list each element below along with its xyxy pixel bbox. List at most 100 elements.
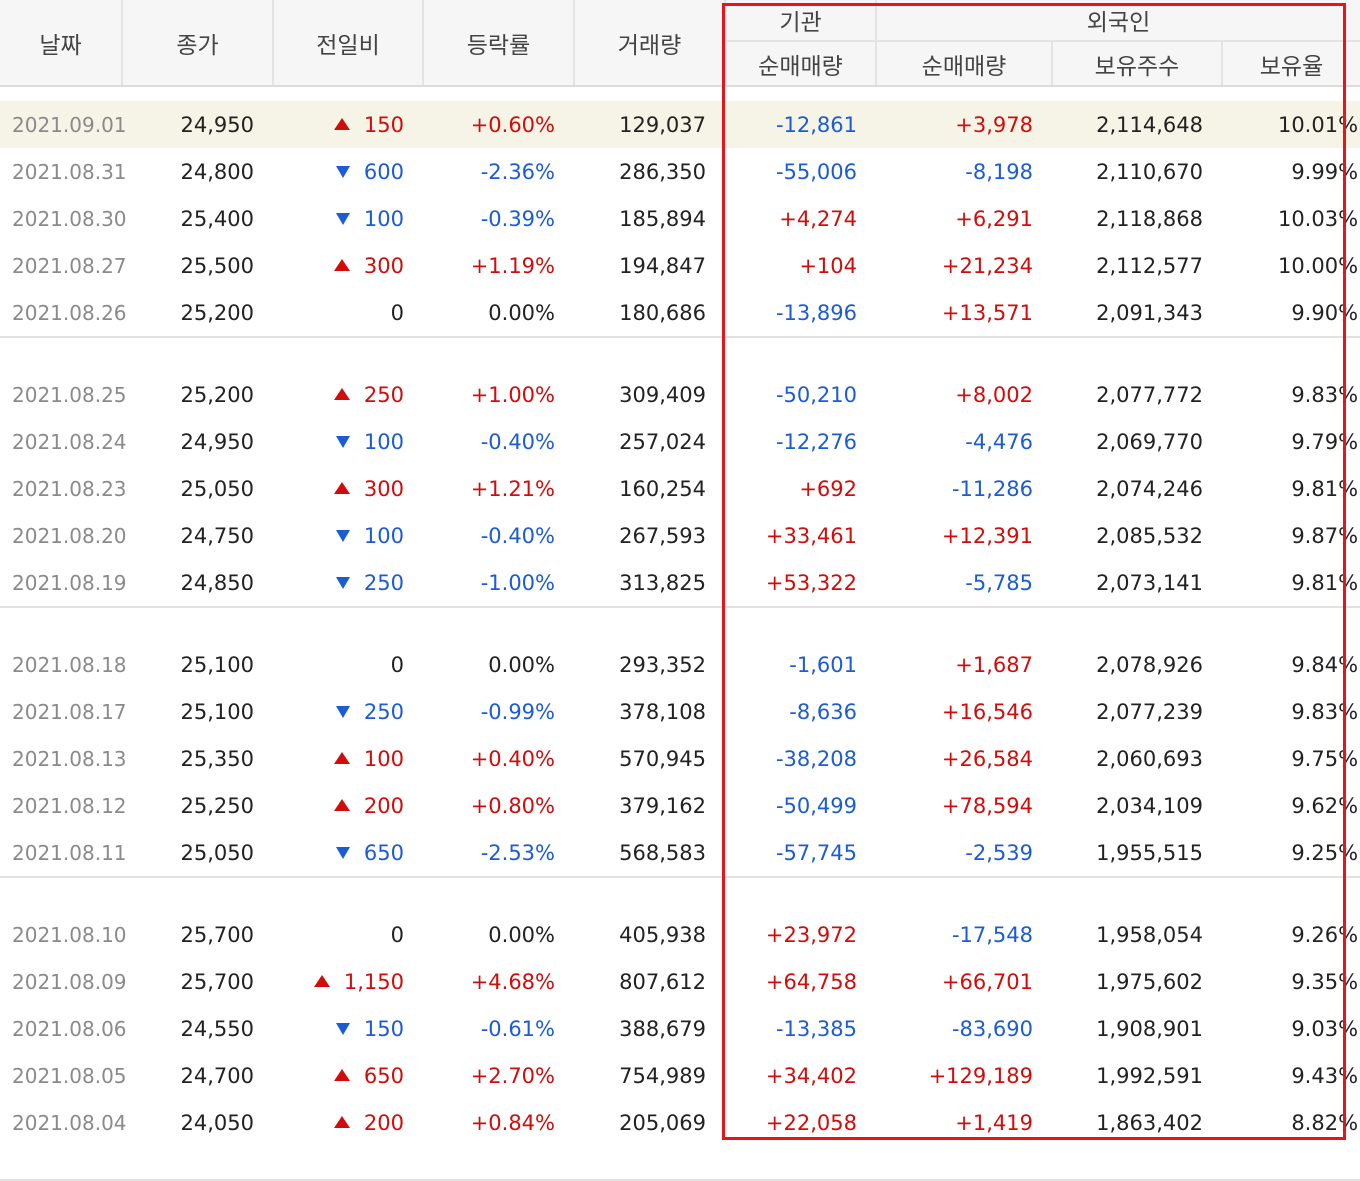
table-row[interactable]: 2021.08.20 24,750 100 -0.40% 267,593 +33,461 +… [0, 512, 1360, 559]
cell-change-value: 200 [363, 793, 404, 818]
cell-close: 24,700 [180, 1063, 254, 1088]
cell-close: 25,100 [180, 652, 254, 677]
table-row[interactable]: 2021.08.05 24,700 650 +2.70% 754,989 +34,402 +… [0, 1052, 1360, 1099]
cell-foreign-ratio: 10.03% [1277, 206, 1359, 231]
header-foreign-ratio[interactable]: 보유율 [1222, 41, 1360, 87]
cell-change-value: 0 [390, 922, 404, 947]
table-row[interactable]: 2021.08.10 25,700 0 0.00% 405,938 +23,972 -17,… [0, 911, 1360, 958]
cell-rate: 0.00% [488, 922, 555, 947]
table-row[interactable]: 2021.08.12 25,250 200 +0.80% 379,162 -50,499 +… [0, 782, 1360, 829]
cell-change: 200 [273, 782, 423, 829]
cell-inst-net: -8,636 [789, 699, 857, 724]
triangle-up-icon [333, 387, 350, 400]
cell-change-value: 250 [363, 699, 404, 724]
cell-change: 250 [273, 371, 423, 418]
cell-date: 2021.08.20 [12, 523, 127, 548]
triangle-down-icon [335, 576, 350, 589]
cell-date: 2021.08.19 [12, 570, 127, 595]
table-row[interactable]: 2021.08.13 25,350 100 +0.40% 570,945 -38,208 +… [0, 735, 1360, 782]
header-inst-net[interactable]: 순매매량 [725, 41, 877, 87]
cell-foreign-net: +6,291 [955, 206, 1033, 231]
cell-rate: 0.00% [488, 300, 555, 325]
cell-close: 25,350 [180, 746, 254, 771]
header-institution: 기관 [725, 0, 877, 42]
header-foreign-net[interactable]: 순매매량 [876, 41, 1053, 87]
cell-rate: -2.53% [480, 840, 555, 865]
cell-date: 2021.08.23 [12, 476, 127, 501]
cell-foreign-ratio: 9.83% [1291, 382, 1359, 407]
header-volume[interactable]: 거래량 [574, 0, 726, 87]
table-row[interactable]: 2021.08.09 25,700 1,150 +4.68% 807,612 +64,75… [0, 958, 1360, 1005]
cell-close: 25,500 [180, 253, 254, 278]
spacer-row [0, 86, 1360, 101]
header-foreign: 외국인 [876, 0, 1360, 42]
cell-inst-net: -13,896 [775, 300, 857, 325]
cell-close: 24,550 [180, 1016, 254, 1041]
cell-volume: 257,024 [619, 429, 706, 454]
triangle-down-icon [335, 212, 350, 225]
cell-change: 100 [273, 195, 423, 242]
cell-foreign-ratio: 9.81% [1291, 476, 1359, 501]
cell-change: 200 [273, 1099, 423, 1146]
cell-foreign-holdings: 2,069,770 [1096, 429, 1203, 454]
cell-change: 100 [273, 418, 423, 465]
cell-close: 25,050 [180, 840, 254, 865]
cell-foreign-ratio: 9.35% [1291, 969, 1359, 994]
cell-foreign-net: +66,701 [941, 969, 1033, 994]
cell-foreign-holdings: 1,863,402 [1096, 1110, 1203, 1135]
spacer-row [0, 338, 1360, 371]
cell-foreign-holdings: 1,992,591 [1096, 1063, 1203, 1088]
table-row[interactable]: 2021.08.27 25,500 300 +1.19% 194,847 +104 +21,… [0, 242, 1360, 289]
cell-foreign-holdings: 2,085,532 [1096, 523, 1203, 548]
cell-volume: 807,612 [619, 969, 706, 994]
cell-inst-net: -12,861 [725, 101, 876, 148]
cell-volume: 205,069 [619, 1110, 706, 1135]
cell-volume: 313,825 [619, 570, 706, 595]
cell-foreign-holdings: 2,112,577 [1096, 253, 1203, 278]
header-date[interactable]: 날짜 [0, 0, 123, 87]
table-row[interactable]: 2021.08.18 25,100 0 0.00% 293,352 -1,601 +1,68… [0, 641, 1360, 688]
header-change[interactable]: 전일비 [273, 0, 424, 87]
cell-foreign-ratio: 9.81% [1291, 570, 1359, 595]
cell-volume: 180,686 [619, 300, 706, 325]
cell-inst-net: -55,006 [775, 159, 857, 184]
table-row[interactable]: 2021.08.31 24,800 600 -2.36% 286,350 -55,006 -… [0, 148, 1360, 195]
cell-change-value: 250 [363, 382, 404, 407]
table-row[interactable]: 2021.08.30 25,400 100 -0.39% 185,894 +4,274 +6… [0, 195, 1360, 242]
table-row[interactable]: 2021.08.19 24,850 250 -1.00% 313,825 +53,322 -… [0, 559, 1360, 607]
cell-inst-net: +4,274 [779, 206, 857, 231]
cell-foreign-net: +1,687 [955, 652, 1033, 677]
cell-volume: 405,938 [619, 922, 706, 947]
cell-inst-net: -50,210 [775, 382, 857, 407]
cell-change: 650 [273, 1052, 423, 1099]
table-row[interactable]: 2021.08.26 25,200 0 0.00% 180,686 -13,896 +13,… [0, 289, 1360, 337]
cell-foreign-holdings: 2,073,141 [1096, 570, 1203, 595]
cell-foreign-holdings: 2,091,343 [1096, 300, 1203, 325]
cell-change: 250 [273, 688, 423, 735]
cell-change: 600 [273, 148, 423, 195]
cell-date: 2021.08.06 [12, 1016, 127, 1041]
cell-rate: +1.19% [470, 253, 555, 278]
cell-volume: 754,989 [619, 1063, 706, 1088]
cell-foreign-holdings: 1,955,515 [1096, 840, 1203, 865]
table-row[interactable]: 2021.08.25 25,200 250 +1.00% 309,409 -50,210 +… [0, 371, 1360, 418]
cell-change-value: 150 [363, 112, 404, 137]
cell-foreign-net: +16,546 [941, 699, 1033, 724]
header-foreign-holdings[interactable]: 보유주수 [1052, 41, 1223, 87]
cell-inst-net: +53,322 [765, 570, 857, 595]
cell-date: 2021.08.17 [12, 699, 127, 724]
table-row[interactable]: 2021.08.23 25,050 300 +1.21% 160,254 +692 -11,… [0, 465, 1360, 512]
cell-foreign-ratio: 10.01% [1222, 101, 1360, 148]
table-row[interactable]: 2021.08.04 24,050 200 +0.84% 205,069 +22,058 +… [0, 1099, 1360, 1146]
cell-change-value: 150 [363, 1016, 404, 1041]
table-row[interactable]: 2021.08.17 25,100 250 -0.99% 378,108 -8,636 +1… [0, 688, 1360, 735]
triangle-up-icon [333, 258, 350, 271]
table-row[interactable]: 2021.08.11 25,050 650 -2.53% 568,583 -57,745 -… [0, 829, 1360, 877]
table-row[interactable]: 2021.09.01 24,950 150 +0.60% 129,037 -12,861 +… [0, 101, 1360, 148]
cell-rate: +0.84% [470, 1110, 555, 1135]
table-row[interactable]: 2021.08.06 24,550 150 -0.61% 388,679 -13,385 -… [0, 1005, 1360, 1052]
header-close[interactable]: 종가 [122, 0, 274, 87]
header-rate[interactable]: 등락률 [423, 0, 575, 87]
table-row[interactable]: 2021.08.24 24,950 100 -0.40% 257,024 -12,276 -… [0, 418, 1360, 465]
